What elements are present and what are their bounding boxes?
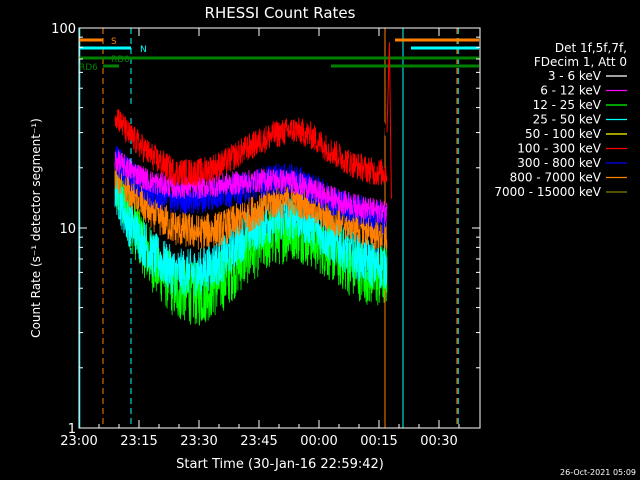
chart-title: RHESSI Count Rates [205, 4, 356, 22]
series-line-6-12keV [114, 149, 388, 224]
x-tick-label: 23:45 [240, 434, 277, 449]
series-line-25-50keV [114, 170, 388, 297]
series-line-100-300keV [114, 108, 388, 187]
plot-layer: S N RD0 RD6 [79, 28, 479, 428]
x-tick-label: 00:30 [420, 434, 457, 449]
legend-entry-label: 3 - 6 keV [548, 69, 602, 83]
flag-label-RD0: RD0 [111, 55, 130, 65]
y-axis-label: Count Rate (s⁻¹ detector segment⁻¹) [29, 118, 43, 338]
legend-entry-label: 12 - 25 keV [533, 98, 602, 112]
axis-layer: 23:00 23:15 23:30 23:45 00:00 00:15 00:30 1 10 10… [51, 22, 480, 449]
legend-header: FDecim 1, Att 0 [534, 55, 627, 69]
flag-label-S: S [111, 37, 117, 47]
x-tick-label: 23:00 [60, 434, 97, 449]
legend-entry-label: 25 - 50 keV [533, 113, 602, 127]
y-tick-label: 1 [68, 422, 76, 437]
x-tick-label: 23:30 [180, 434, 217, 449]
y-tick-label: 100 [51, 22, 76, 37]
legend-header: Det 1f,5f,7f, [555, 41, 627, 55]
series-line-3-6keV [114, 91, 388, 137]
legend-entry-label: 300 - 800 keV [517, 156, 601, 170]
x-tick-label: 00:00 [300, 434, 337, 449]
y-tick-label: 10 [59, 222, 76, 237]
legend-entry-label: 800 - 7000 keV [510, 171, 602, 185]
flare-spike [386, 42, 392, 199]
x-axis-label: Start Time (30-Jan-16 22:59:42) [176, 457, 384, 472]
legend-entry-label: 100 - 300 keV [517, 142, 601, 156]
legend-entry-label: 6 - 12 keV [540, 84, 602, 98]
flag-label-RD6: RD6 [79, 63, 98, 73]
x-tick-label: 23:15 [120, 434, 157, 449]
footer-timestamp: 26-Oct-2021 05:09 [560, 468, 636, 477]
legend-entry-label: 50 - 100 keV [525, 127, 602, 141]
x-tick-label: 00:15 [360, 434, 397, 449]
legend-entry-label: 7000 - 15000 keV [494, 185, 601, 199]
flag-label-N: N [140, 45, 147, 55]
